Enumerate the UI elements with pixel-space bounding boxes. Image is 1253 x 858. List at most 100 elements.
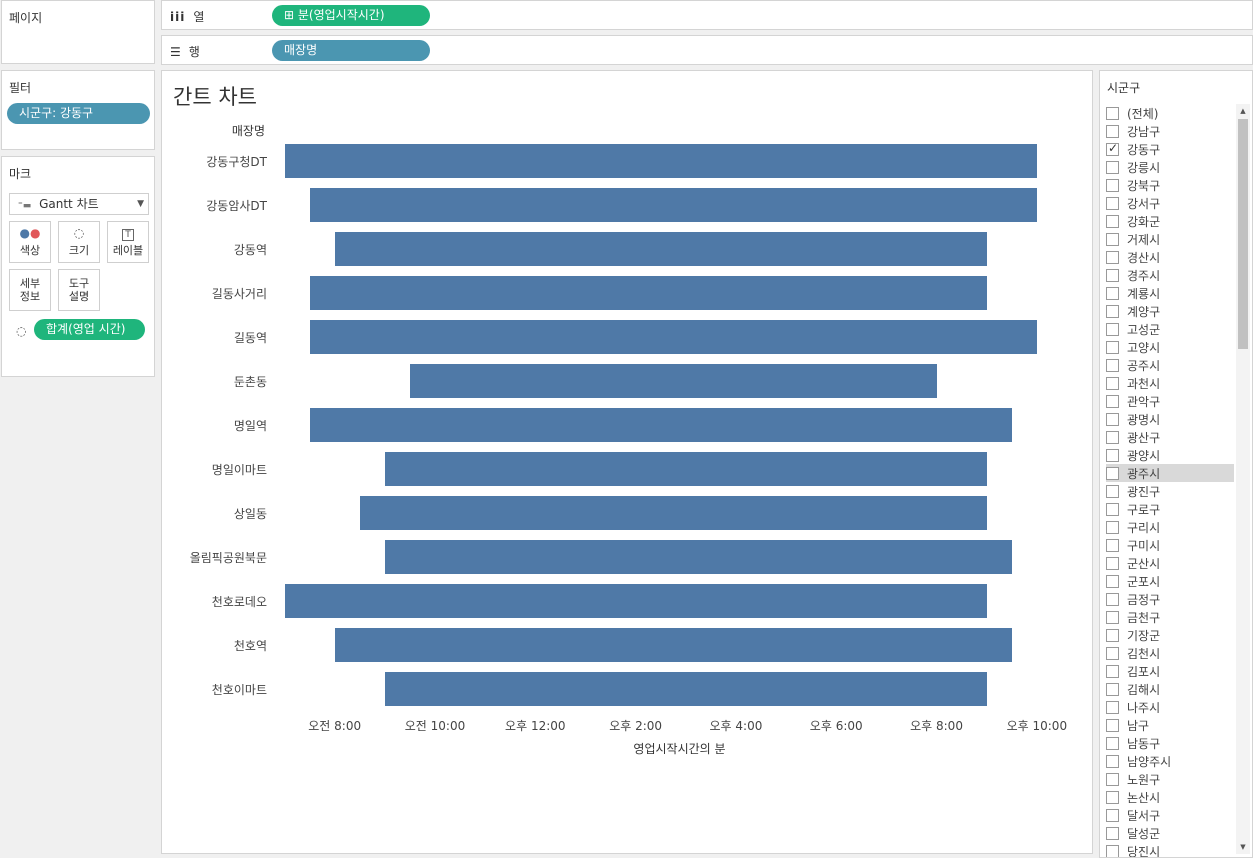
size-pill-business-hours[interactable]: 합계(영업 시간) bbox=[34, 319, 145, 340]
checkbox[interactable] bbox=[1106, 214, 1119, 228]
mark-type-select[interactable]: ⁼▬ Gantt 차트 ▼ bbox=[9, 193, 149, 215]
filter-item[interactable]: 군산시 bbox=[1106, 554, 1234, 572]
checkbox[interactable] bbox=[1106, 178, 1119, 192]
scrollbar[interactable]: ▲ ▼ bbox=[1236, 104, 1250, 854]
filter-item[interactable]: 김천시 bbox=[1106, 644, 1234, 662]
checkbox[interactable] bbox=[1106, 808, 1119, 822]
filter-item[interactable]: 광진구 bbox=[1106, 482, 1234, 500]
filter-item[interactable]: 군포시 bbox=[1106, 572, 1234, 590]
gantt-bar[interactable] bbox=[359, 496, 987, 530]
filter-item[interactable]: 구리시 bbox=[1106, 518, 1234, 536]
checkbox[interactable] bbox=[1106, 286, 1119, 300]
gantt-bar[interactable] bbox=[384, 672, 987, 706]
checkbox[interactable] bbox=[1106, 556, 1119, 570]
filter-item[interactable]: 남동구 bbox=[1106, 734, 1234, 752]
filter-item[interactable]: 금정구 bbox=[1106, 590, 1234, 608]
filter-item[interactable]: 과천시 bbox=[1106, 374, 1234, 392]
checkbox[interactable] bbox=[1106, 412, 1119, 426]
checkbox[interactable] bbox=[1106, 358, 1119, 372]
color-button[interactable]: ●● 색상 bbox=[9, 221, 51, 263]
gantt-bar[interactable] bbox=[309, 188, 1037, 222]
filter-item[interactable]: 고성군 bbox=[1106, 320, 1234, 338]
gantt-bar[interactable] bbox=[284, 584, 987, 618]
checkbox[interactable] bbox=[1106, 160, 1119, 174]
filter-item[interactable]: 관악구 bbox=[1106, 392, 1234, 410]
checkbox[interactable] bbox=[1106, 340, 1119, 354]
checkbox[interactable] bbox=[1106, 141, 1119, 156]
checkbox[interactable] bbox=[1106, 106, 1119, 120]
checkbox[interactable] bbox=[1106, 322, 1119, 336]
columns-pill-start-minute[interactable]: ⊞ 분(영업시작시간) bbox=[272, 5, 430, 26]
filter-item[interactable]: 광양시 bbox=[1106, 446, 1234, 464]
gantt-bar[interactable] bbox=[384, 452, 987, 486]
filter-item[interactable]: 계양구 bbox=[1106, 302, 1234, 320]
checkbox[interactable] bbox=[1106, 592, 1119, 606]
filter-item[interactable]: 강서구 bbox=[1106, 194, 1234, 212]
checkbox[interactable] bbox=[1106, 502, 1119, 516]
checkbox[interactable] bbox=[1106, 304, 1119, 318]
filter-item[interactable]: 경산시 bbox=[1106, 248, 1234, 266]
filter-item[interactable]: 강남구 bbox=[1106, 122, 1234, 140]
gantt-bar[interactable] bbox=[284, 144, 1037, 178]
checkbox[interactable] bbox=[1106, 664, 1119, 678]
checkbox[interactable] bbox=[1106, 646, 1119, 660]
tooltip-button[interactable]: 도구 설명 bbox=[58, 269, 100, 311]
filter-item[interactable]: (전체) bbox=[1106, 104, 1234, 122]
checkbox[interactable] bbox=[1106, 448, 1119, 462]
checkbox[interactable] bbox=[1106, 772, 1119, 786]
checkbox[interactable] bbox=[1106, 394, 1119, 408]
rows-shelf[interactable]: ☰ 행 매장명 bbox=[161, 35, 1253, 65]
checkbox[interactable] bbox=[1106, 628, 1119, 642]
filter-item[interactable]: 김해시 bbox=[1106, 680, 1234, 698]
filter-item[interactable]: 논산시 bbox=[1106, 788, 1234, 806]
filter-item[interactable]: 강북구 bbox=[1106, 176, 1234, 194]
checkbox[interactable] bbox=[1106, 682, 1119, 696]
gantt-bar[interactable] bbox=[309, 408, 1012, 442]
checkbox[interactable] bbox=[1106, 700, 1119, 714]
checkbox[interactable] bbox=[1106, 610, 1119, 624]
filter-item[interactable]: 경주시 bbox=[1106, 266, 1234, 284]
filter-item[interactable]: 광명시 bbox=[1106, 410, 1234, 428]
checkbox[interactable] bbox=[1106, 520, 1119, 534]
filter-item[interactable]: 금천구 bbox=[1106, 608, 1234, 626]
filter-item[interactable]: 김포시 bbox=[1106, 662, 1234, 680]
filter-pill-district[interactable]: 시군구: 강동구 bbox=[7, 103, 150, 124]
filter-item[interactable]: 고양시 bbox=[1106, 338, 1234, 356]
checkbox[interactable] bbox=[1106, 736, 1119, 750]
gantt-bar[interactable] bbox=[334, 232, 987, 266]
scroll-up-arrow-icon[interactable]: ▲ bbox=[1240, 107, 1246, 115]
checkbox[interactable] bbox=[1106, 826, 1119, 840]
filter-item[interactable]: 노원구 bbox=[1106, 770, 1234, 788]
filter-item[interactable]: 강화군 bbox=[1106, 212, 1234, 230]
checkbox[interactable] bbox=[1106, 196, 1119, 210]
checkbox[interactable] bbox=[1106, 844, 1119, 857]
gantt-bar[interactable] bbox=[309, 276, 987, 310]
gantt-bar[interactable] bbox=[409, 364, 937, 398]
filter-item[interactable]: 공주시 bbox=[1106, 356, 1234, 374]
filter-item[interactable]: 광주시 bbox=[1106, 464, 1234, 482]
scroll-down-arrow-icon[interactable]: ▼ bbox=[1240, 843, 1246, 851]
filter-item[interactable]: 당진시 bbox=[1106, 842, 1234, 857]
checkbox[interactable] bbox=[1106, 466, 1119, 480]
filter-item[interactable]: 거제시 bbox=[1106, 230, 1234, 248]
detail-button[interactable]: 세부 정보 bbox=[9, 269, 51, 311]
checkbox[interactable] bbox=[1106, 718, 1119, 732]
filter-item[interactable]: 나주시 bbox=[1106, 698, 1234, 716]
filter-item[interactable]: 달성군 bbox=[1106, 824, 1234, 842]
checkbox[interactable] bbox=[1106, 790, 1119, 804]
checkbox[interactable] bbox=[1106, 376, 1119, 390]
filter-item[interactable]: 남구 bbox=[1106, 716, 1234, 734]
filter-item[interactable]: 강릉시 bbox=[1106, 158, 1234, 176]
checkbox[interactable] bbox=[1106, 430, 1119, 444]
checkbox[interactable] bbox=[1106, 268, 1119, 282]
rows-pill-store-name[interactable]: 매장명 bbox=[272, 40, 430, 61]
label-button[interactable]: T 레이블 bbox=[107, 221, 149, 263]
size-button[interactable]: ◌ 크기 bbox=[58, 221, 100, 263]
checkbox[interactable] bbox=[1106, 538, 1119, 552]
checkbox[interactable] bbox=[1106, 754, 1119, 768]
checkbox[interactable] bbox=[1106, 574, 1119, 588]
checkbox[interactable] bbox=[1106, 484, 1119, 498]
filter-item[interactable]: 남양주시 bbox=[1106, 752, 1234, 770]
checkbox[interactable] bbox=[1106, 124, 1119, 138]
filter-item[interactable]: 달서구 bbox=[1106, 806, 1234, 824]
